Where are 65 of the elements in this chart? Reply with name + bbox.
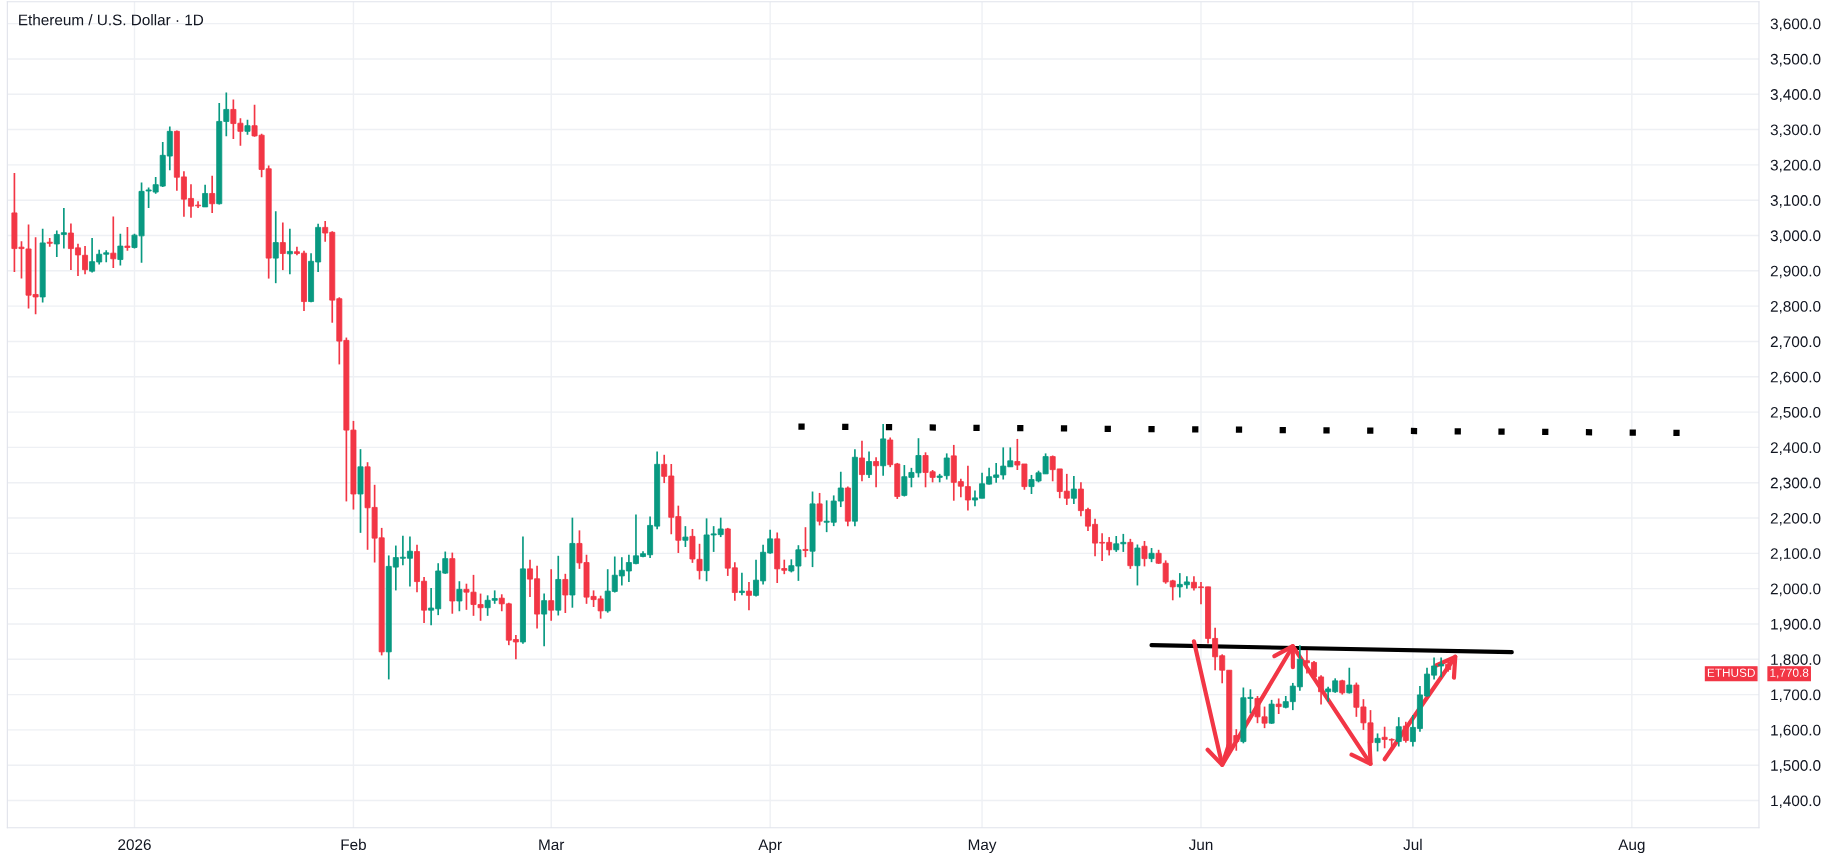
- candlestick: [1275, 697, 1282, 715]
- candlestick: [548, 568, 555, 622]
- candlestick: [746, 581, 752, 612]
- candlestick: [46, 237, 53, 248]
- y-tick-label: 1,800.0: [1771, 654, 1821, 667]
- y-tick-label: 1,700.0: [1771, 689, 1821, 703]
- candlestick: [816, 492, 823, 527]
- y-tick-label: 3,000.0: [1770, 230, 1821, 243]
- candlestick: [272, 210, 279, 285]
- candlestick: [1141, 540, 1148, 568]
- candlestick: [1070, 475, 1077, 505]
- x-tick-label: Aug: [1618, 839, 1645, 854]
- candlestick: [117, 232, 124, 267]
- y-tick-label: 2,200.0: [1770, 512, 1821, 526]
- candlestick: [1268, 699, 1275, 725]
- text: Ethereum / U.S. Dollar · 1D: [19, 14, 204, 26]
- candlestick: [541, 592, 548, 648]
- y-tick-label: 3,400.0: [1770, 89, 1821, 102]
- y-tick-label: 2,100.0: [1770, 548, 1821, 561]
- x-tick-label: Jun: [1188, 839, 1213, 851]
- candlestick: [1127, 538, 1134, 570]
- candlestick: [562, 572, 569, 614]
- candlestick: [738, 571, 745, 597]
- y-tick-label: 2,000.0: [1770, 583, 1821, 597]
- y-tick-label: 3,500.0: [1770, 53, 1821, 67]
- x-tick-label: Mar: [539, 839, 565, 851]
- candlestick: [456, 580, 463, 613]
- y-tick-label: 3,100.0: [1770, 195, 1821, 208]
- y-tick-label: 2,900.0: [1770, 265, 1821, 279]
- candlestick: [682, 525, 689, 548]
- x-tick-label: Jul: [1403, 838, 1422, 851]
- text: 1,770.8: [1770, 668, 1809, 679]
- candlestick: [286, 227, 293, 276]
- candlestick: [1402, 720, 1409, 744]
- y-tick-label: 2,500.0: [1770, 406, 1821, 420]
- x-tick-label: Apr: [758, 839, 782, 854]
- y-tick-label: 2,700.0: [1770, 336, 1821, 349]
- y-tick-label: 1,400.0: [1771, 795, 1821, 809]
- x-tick-label: May: [968, 839, 997, 854]
- x-tick-label: 2026: [118, 839, 151, 851]
- y-tick-label: 2,600.0: [1770, 371, 1821, 385]
- y-tick-label: 1,900.0: [1771, 618, 1821, 632]
- candlestick: [124, 226, 131, 252]
- y-tick-label: 2,400.0: [1770, 442, 1821, 455]
- y-tick-label: 1,500.0: [1771, 760, 1821, 773]
- candlestick: [866, 450, 872, 479]
- candlestick: [1374, 732, 1381, 753]
- candlestick: [1134, 543, 1141, 587]
- y-tick-label: 3,600.0: [1770, 18, 1821, 32]
- candlestick: [202, 183, 209, 208]
- y-tick-label: 1,600.0: [1771, 724, 1821, 738]
- candlestick: [279, 221, 286, 271]
- y-tick-label: 2,800.0: [1770, 301, 1821, 314]
- annotation: ETHUSD: [1707, 668, 1755, 677]
- candlestick: [802, 526, 809, 559]
- candlestick: [1395, 716, 1402, 748]
- y-tick-label: 3,300.0: [1770, 124, 1821, 138]
- candlestick: [873, 456, 880, 489]
- x-tick-label: Feb: [341, 838, 366, 851]
- y-tick-label: 3,200.0: [1770, 159, 1821, 173]
- candlestick: [209, 174, 216, 214]
- candlestick: [1346, 666, 1353, 695]
- y-tick-label: 2,300.0: [1770, 477, 1821, 491]
- candlestick: [110, 215, 117, 269]
- candlestick: [859, 439, 865, 483]
